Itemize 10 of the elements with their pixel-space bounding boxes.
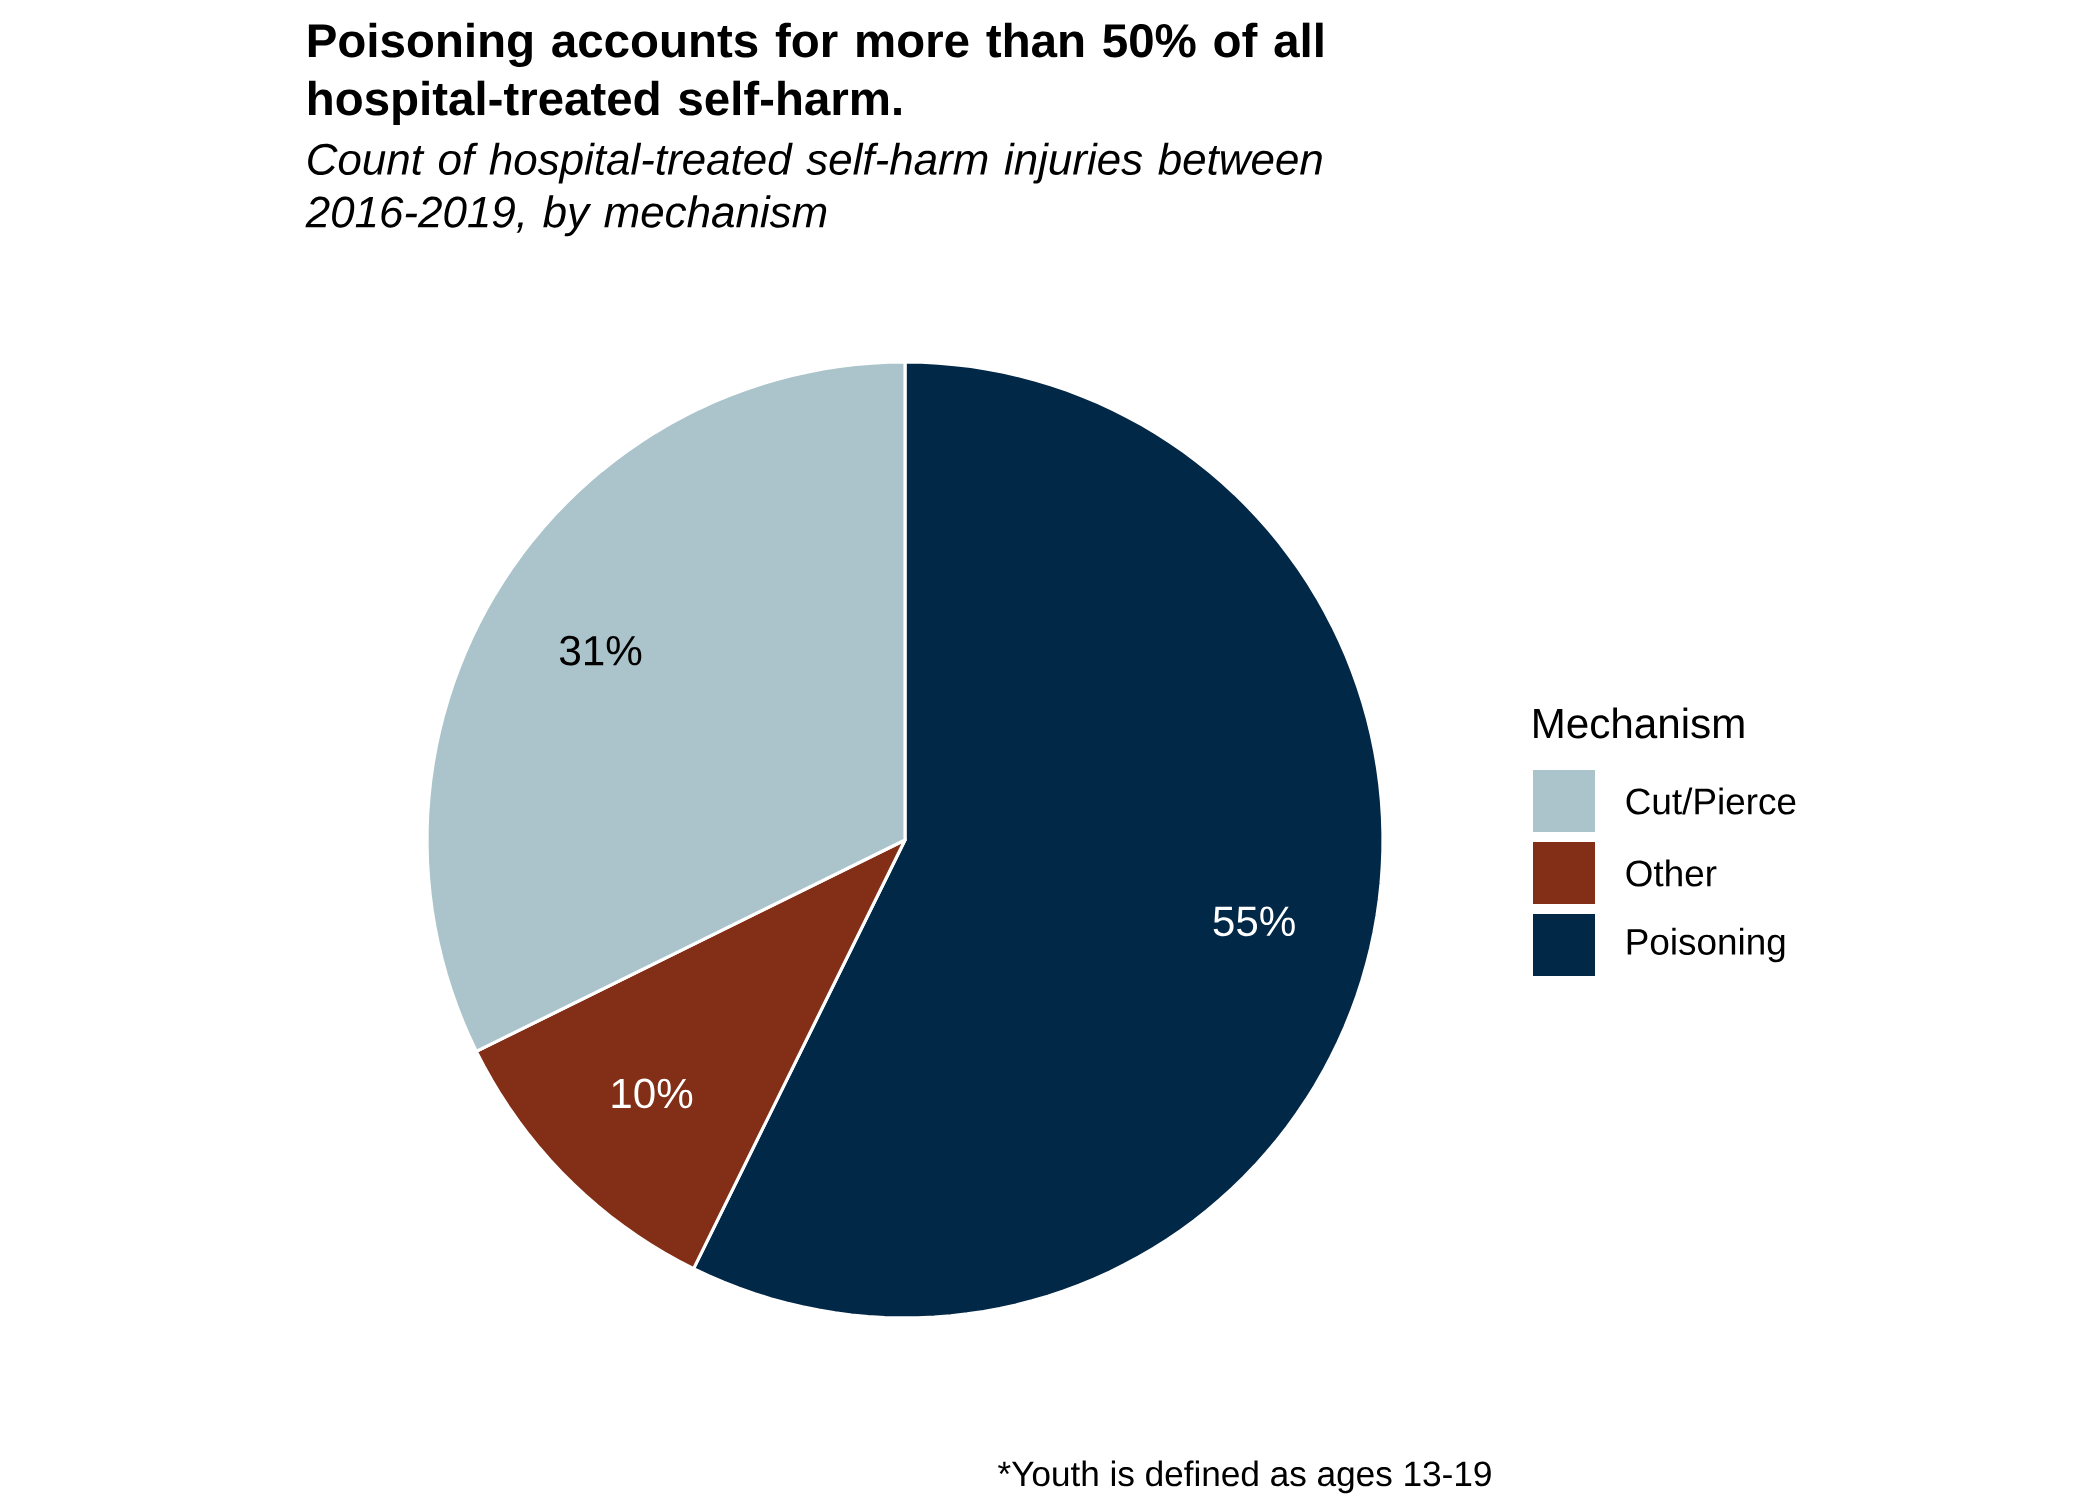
- chart-title: Poisoning accounts for more than 50% of all hospital-treated self-harm.: [308, 22, 1323, 125]
- data-label: 10%: [612, 1078, 693, 1109]
- legend-label: Cut/Pierce: [1626, 787, 1796, 815]
- data-label: 55%: [1213, 906, 1295, 937]
- data-label: 31%: [559, 635, 642, 666]
- legend-title: Mechanism: [1534, 707, 1744, 739]
- chart-subtitle: Count of hospital-treated self-harm injuries between 2016-2019, by mechanism: [305, 142, 1322, 237]
- legend-label: Other: [1626, 859, 1717, 887]
- text: *Youth is defined as ages 13-19: [998, 1460, 1491, 1494]
- legend-label: Poisoning: [1627, 927, 1785, 963]
